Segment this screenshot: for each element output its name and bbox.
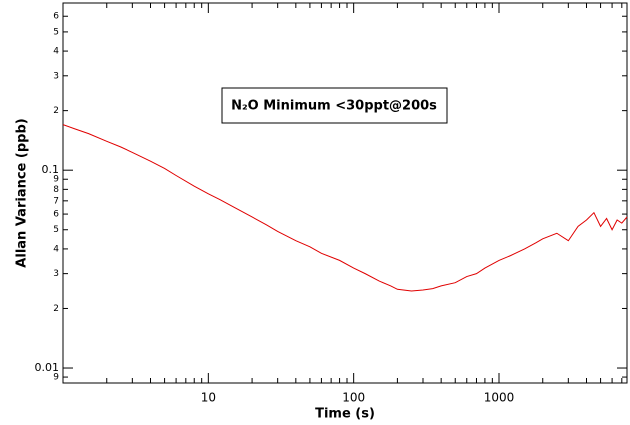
- y-tick-label: 0.1: [42, 163, 60, 176]
- y-tick-label: 3: [53, 269, 59, 279]
- y-tick-label: 4: [53, 47, 59, 57]
- y-tick-label: 6: [53, 210, 59, 220]
- y-tick-label: 9: [53, 175, 59, 185]
- y-tick-label: 5: [53, 27, 59, 37]
- y-tick-label: 5: [53, 225, 59, 235]
- y-tick-label: 0.01: [35, 361, 60, 374]
- y-axis-label: Allan Variance (ppb): [15, 118, 30, 267]
- data-line: [62, 124, 628, 292]
- y-tick-label: 9: [53, 373, 59, 383]
- annotation: N₂O Minimum <30ppt@200s: [231, 99, 437, 114]
- annotation-box: [221, 87, 448, 124]
- plot-frame: [62, 2, 628, 384]
- y-tick-label: 6: [53, 12, 59, 22]
- x-tick-label: 1000: [484, 391, 515, 405]
- y-tick-label: 3: [53, 71, 59, 81]
- x-axis-label: Time (s): [315, 407, 375, 422]
- x-tick-label: 100: [342, 391, 365, 405]
- y-tick-label: 2: [53, 106, 59, 116]
- y-tick-label: 7: [53, 196, 59, 206]
- y-tick-label: 8: [53, 185, 59, 195]
- y-tick-label: 4: [53, 244, 59, 254]
- x-tick-label: 10: [201, 391, 216, 405]
- y-tick-label: 2: [53, 304, 59, 314]
